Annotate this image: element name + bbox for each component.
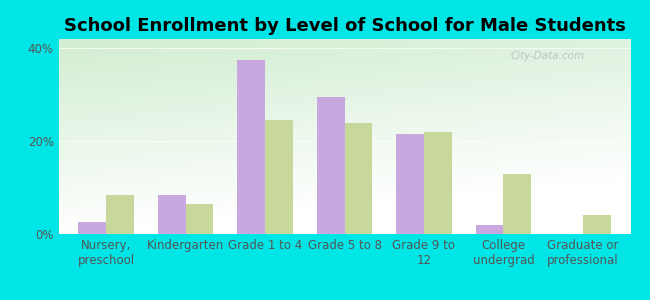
Text: City-Data.com: City-Data.com: [510, 51, 584, 61]
Bar: [424, 132, 452, 234]
Bar: [106, 194, 134, 234]
Bar: [344, 123, 372, 234]
Bar: [396, 134, 424, 234]
Bar: [158, 194, 186, 234]
Bar: [79, 222, 106, 234]
Bar: [186, 204, 213, 234]
Bar: [503, 174, 531, 234]
Bar: [237, 60, 265, 234]
Title: School Enrollment by Level of School for Male Students: School Enrollment by Level of School for…: [64, 17, 625, 35]
Bar: [265, 120, 293, 234]
Bar: [317, 97, 345, 234]
Bar: [476, 225, 503, 234]
Bar: [583, 215, 610, 234]
